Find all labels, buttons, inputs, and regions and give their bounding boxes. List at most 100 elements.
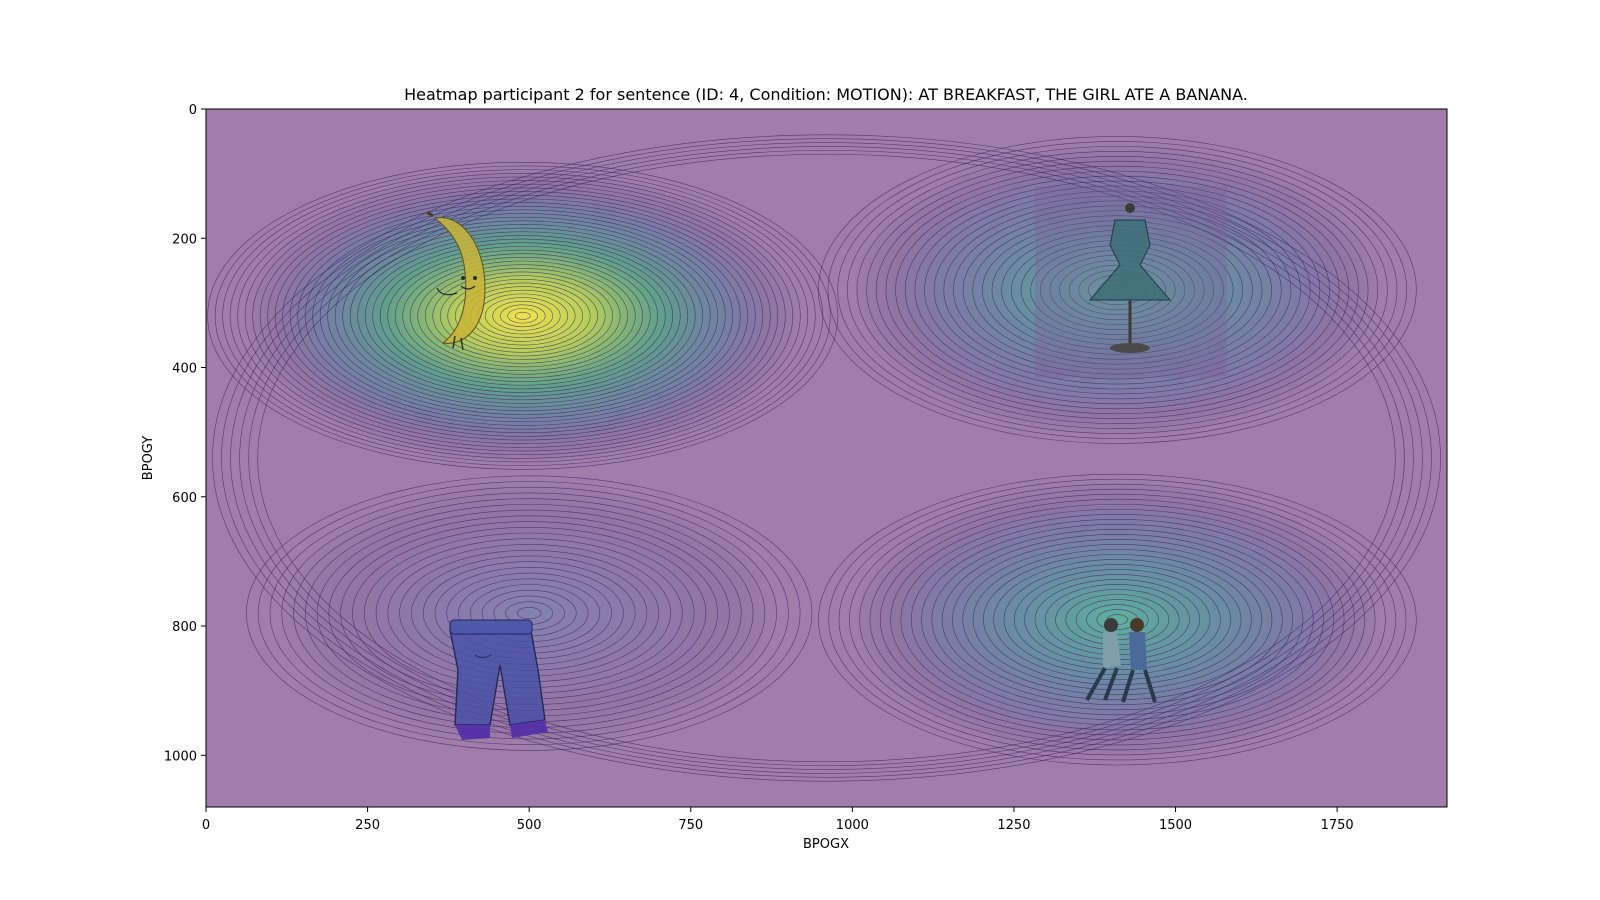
contour-line xyxy=(334,224,711,408)
contour-line xyxy=(859,493,1376,746)
contour-line xyxy=(269,486,789,740)
contour-line xyxy=(342,227,704,404)
contour-line xyxy=(214,165,831,466)
contour-line xyxy=(394,253,651,379)
x-tick-label: 0 xyxy=(202,818,210,833)
contour-line xyxy=(484,297,561,335)
contour-line xyxy=(895,175,1340,405)
walking-jeans-icon xyxy=(449,619,548,740)
x-tick-label: 750 xyxy=(678,818,703,833)
contour-line xyxy=(1068,264,1166,316)
contour-line xyxy=(252,183,794,448)
contour-line xyxy=(239,146,1414,770)
density-layer xyxy=(245,142,1381,760)
contour-line xyxy=(372,242,674,390)
contour-line xyxy=(943,200,1292,380)
x-tick-label: 1000 xyxy=(836,818,869,833)
contour-line xyxy=(972,549,1262,691)
contour-line xyxy=(212,134,1441,782)
contour-line xyxy=(409,260,636,371)
contour-line xyxy=(454,282,591,350)
contour-line xyxy=(424,268,621,364)
y-tick-label: 800 xyxy=(172,620,197,635)
contour-line xyxy=(207,162,839,470)
x-axis-label: BPOGX xyxy=(803,837,849,852)
y-axis-label: BPOGY xyxy=(141,436,156,480)
contour-line xyxy=(257,153,1396,763)
contour-line xyxy=(875,165,1359,415)
contour-line xyxy=(517,607,542,620)
density-blob-top-left xyxy=(245,168,800,464)
contour-line xyxy=(447,278,599,353)
dancing-couple-icon xyxy=(1085,618,1157,703)
contour-line xyxy=(244,180,801,452)
y-tick-label: 600 xyxy=(172,491,197,506)
contour-line xyxy=(492,300,554,331)
contour-line xyxy=(289,202,756,430)
contour-line xyxy=(349,231,696,401)
contour-line xyxy=(866,160,1369,420)
contour-line xyxy=(827,141,1407,439)
contour-line xyxy=(1003,564,1232,676)
contour-line xyxy=(507,308,539,324)
x-tick-label: 1500 xyxy=(1159,818,1192,833)
contour-line xyxy=(838,483,1396,756)
contour-line xyxy=(914,185,1321,395)
contour-line xyxy=(364,238,681,393)
dancing-banana-icon xyxy=(426,210,486,351)
contour-line xyxy=(921,524,1314,716)
contour-line xyxy=(962,210,1272,370)
contour-line xyxy=(972,215,1263,365)
contour-line xyxy=(890,508,1345,731)
contour-line xyxy=(257,481,801,746)
contour-line xyxy=(993,559,1242,681)
contour-lines xyxy=(207,134,1441,782)
contour-line xyxy=(246,475,813,751)
contour-line xyxy=(885,170,1350,410)
contour-line xyxy=(357,235,689,397)
contour-line xyxy=(953,205,1282,375)
contour-line xyxy=(837,146,1398,434)
contour-line xyxy=(499,304,546,328)
contour-line xyxy=(962,544,1273,696)
contour-line xyxy=(312,213,734,419)
contour-line xyxy=(856,155,1379,424)
y-tick-label: 0 xyxy=(189,103,197,118)
contour-line xyxy=(402,257,644,375)
contour-line xyxy=(900,513,1335,726)
stimulus-images xyxy=(426,186,1227,740)
contour-line xyxy=(221,138,1432,778)
y-tick-label: 1000 xyxy=(164,749,197,764)
y-axis-ticks: 0 200 400 600 800 1000 xyxy=(164,103,206,764)
contour-line xyxy=(379,246,666,386)
contour-line xyxy=(904,180,1330,400)
contour-line xyxy=(910,518,1324,721)
y-tick-label: 200 xyxy=(172,232,197,247)
density-blob-bottom-left xyxy=(280,481,779,745)
contour-line xyxy=(869,498,1366,741)
contour-line xyxy=(828,478,1407,761)
contour-line xyxy=(941,534,1293,706)
y-tick-label: 400 xyxy=(172,362,197,377)
chart-title: Heatmap participant 2 for sentence (ID: … xyxy=(404,85,1248,104)
contour-line xyxy=(304,209,741,423)
contour-line xyxy=(931,529,1304,711)
x-tick-label: 500 xyxy=(517,818,542,833)
contour-line xyxy=(319,216,726,415)
contour-line xyxy=(818,136,1417,444)
x-axis-ticks: 0 250 500 750 1000 1250 1500 1750 xyxy=(202,807,1354,833)
plot-frame xyxy=(205,108,1448,808)
contour-line xyxy=(417,264,629,368)
dress-on-mannequin-icon xyxy=(1035,186,1227,378)
density-blob-bottom-right xyxy=(854,479,1381,760)
contour-line xyxy=(879,503,1355,736)
x-tick-label: 250 xyxy=(355,818,380,833)
contour-line xyxy=(952,539,1283,701)
contour-line xyxy=(983,554,1252,686)
contour-line xyxy=(849,488,1386,751)
contour-line xyxy=(439,275,606,357)
contour-line xyxy=(1086,604,1149,635)
contour-line xyxy=(327,220,719,412)
contour-line xyxy=(259,187,786,445)
